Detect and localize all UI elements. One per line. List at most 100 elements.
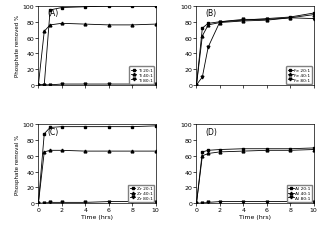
Al 20:1: [206, 149, 210, 152]
Fe 40:1: [195, 84, 198, 87]
Fe 40:1: [206, 24, 210, 27]
Zr 20:1: [130, 126, 134, 128]
Fe 80:1: [241, 19, 245, 22]
Fe 20:1: [241, 20, 245, 22]
Fe 80:1: [312, 18, 316, 21]
Fe 40:1: [288, 17, 292, 20]
Ti 20:1: [154, 6, 157, 8]
Line: Fe 20:1: Fe 20:1: [195, 13, 315, 87]
Al 20:1: [195, 202, 198, 205]
Al 20:1: [241, 148, 245, 150]
Al 80:1: [312, 200, 316, 203]
Fe 40:1: [265, 20, 269, 22]
Ti 20:1: [48, 9, 52, 12]
Zr 80:1: [154, 200, 157, 203]
Zr 80:1: [83, 201, 87, 204]
Line: Fe 80:1: Fe 80:1: [195, 17, 315, 87]
Ti 80:1: [36, 84, 40, 87]
Ti 40:1: [130, 24, 134, 27]
Ti 80:1: [130, 83, 134, 86]
Zr 40:1: [60, 149, 64, 152]
Line: Ti 20:1: Ti 20:1: [37, 6, 157, 87]
Fe 20:1: [218, 21, 222, 24]
Fe 40:1: [200, 35, 204, 38]
Ti 20:1: [107, 6, 111, 8]
Fe 80:1: [265, 19, 269, 22]
Zr 80:1: [107, 200, 111, 203]
Al 80:1: [206, 201, 210, 204]
Line: Ti 80:1: Ti 80:1: [37, 83, 157, 87]
Zr 20:1: [60, 126, 64, 128]
Al 80:1: [195, 202, 198, 205]
Fe 80:1: [288, 17, 292, 20]
Legend: Zr 20:1, Zr 40:1, Zr 80:1: Zr 20:1, Zr 40:1, Zr 80:1: [128, 185, 154, 202]
Text: (B): (B): [206, 9, 217, 18]
Al 40:1: [241, 150, 245, 153]
Fe 20:1: [265, 18, 269, 21]
X-axis label: Time (hrs): Time (hrs): [81, 214, 113, 219]
Zr 80:1: [48, 201, 52, 204]
Al 80:1: [200, 202, 204, 205]
Line: Zr 80:1: Zr 80:1: [37, 200, 157, 205]
Text: (C): (C): [48, 127, 59, 136]
Zr 40:1: [36, 202, 40, 205]
Ti 80:1: [154, 83, 157, 86]
Fe 40:1: [312, 14, 316, 17]
Al 20:1: [265, 148, 269, 150]
Fe 20:1: [200, 27, 204, 30]
Line: Al 40:1: Al 40:1: [195, 149, 315, 205]
Legend: Ti 20:1, Ti 40:1, Ti 80:1: Ti 20:1, Ti 40:1, Ti 80:1: [129, 67, 154, 84]
Fe 20:1: [312, 13, 316, 15]
Legend: Fe 20:1, Fe 40:1, Fe 80:1: Fe 20:1, Fe 40:1, Fe 80:1: [286, 67, 312, 84]
Text: (A): (A): [48, 9, 59, 18]
Y-axis label: Phosphate removed %: Phosphate removed %: [15, 15, 20, 77]
Al 20:1: [288, 148, 292, 150]
Ti 80:1: [42, 84, 46, 87]
Line: Zr 40:1: Zr 40:1: [37, 149, 157, 205]
Ti 40:1: [154, 24, 157, 26]
Fe 80:1: [206, 46, 210, 49]
X-axis label: Time (hrs): Time (hrs): [239, 214, 271, 219]
Ti 40:1: [48, 24, 52, 27]
Zr 40:1: [48, 149, 52, 152]
Zr 40:1: [42, 151, 46, 154]
Ti 80:1: [48, 84, 52, 87]
Ti 40:1: [36, 84, 40, 87]
Fe 80:1: [200, 76, 204, 79]
Text: (D): (D): [206, 127, 218, 136]
Ti 80:1: [107, 83, 111, 86]
Fe 20:1: [195, 84, 198, 87]
Zr 20:1: [48, 127, 52, 129]
Al 20:1: [218, 149, 222, 151]
Ti 40:1: [60, 23, 64, 26]
Ti 80:1: [60, 83, 64, 86]
Al 20:1: [312, 147, 316, 150]
Al 80:1: [218, 200, 222, 203]
Al 80:1: [265, 200, 269, 203]
Al 40:1: [312, 149, 316, 151]
Zr 80:1: [60, 201, 64, 204]
Zr 20:1: [42, 133, 46, 136]
Ti 80:1: [83, 83, 87, 86]
Fe 40:1: [241, 21, 245, 23]
Line: Al 20:1: Al 20:1: [195, 147, 315, 205]
Zr 40:1: [130, 150, 134, 153]
Y-axis label: Phosphate removal %: Phosphate removal %: [15, 134, 20, 194]
Line: Al 80:1: Al 80:1: [195, 200, 315, 205]
Line: Fe 40:1: Fe 40:1: [195, 14, 315, 87]
Fe 80:1: [218, 21, 222, 24]
Line: Zr 20:1: Zr 20:1: [37, 125, 157, 205]
Ti 20:1: [42, 84, 46, 87]
Al 80:1: [241, 200, 245, 203]
Al 40:1: [206, 152, 210, 155]
Ti 20:1: [36, 84, 40, 87]
Fe 80:1: [195, 84, 198, 87]
Zr 80:1: [42, 202, 46, 205]
Al 40:1: [218, 151, 222, 154]
Fe 40:1: [218, 22, 222, 25]
Zr 40:1: [83, 150, 87, 153]
Fe 20:1: [288, 17, 292, 19]
Line: Ti 40:1: Ti 40:1: [37, 23, 157, 87]
Al 40:1: [288, 149, 292, 152]
Zr 20:1: [154, 125, 157, 128]
